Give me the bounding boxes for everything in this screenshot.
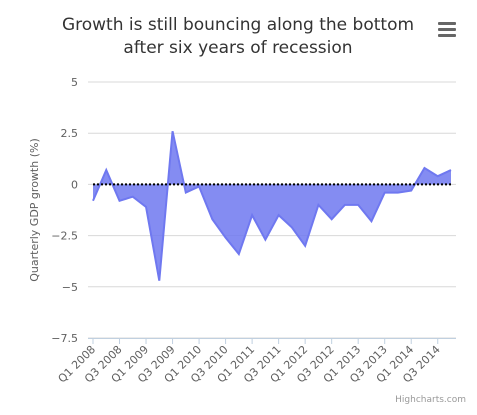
chart-title: after six years of recession	[123, 38, 352, 58]
y-axis-title: Quarterly GDP growth (%)	[28, 138, 41, 282]
area-line	[92, 130, 452, 281]
area	[93, 131, 451, 281]
y-tick-label: −5	[62, 281, 78, 294]
menu-button[interactable]	[438, 22, 456, 37]
y-tick-label: 0	[71, 178, 78, 191]
menu-bar	[438, 34, 456, 37]
y-tick-label: 5	[71, 76, 78, 89]
y-tick-label: 2.5	[61, 127, 79, 140]
y-tick-label: −7.5	[51, 332, 78, 345]
menu-bar	[438, 22, 456, 25]
credits[interactable]: Highcharts.com	[395, 395, 466, 405]
chart-title: Growth is still bouncing along the botto…	[62, 15, 414, 35]
y-tick-label: −2.5	[51, 230, 78, 243]
menu-bar	[438, 28, 456, 31]
